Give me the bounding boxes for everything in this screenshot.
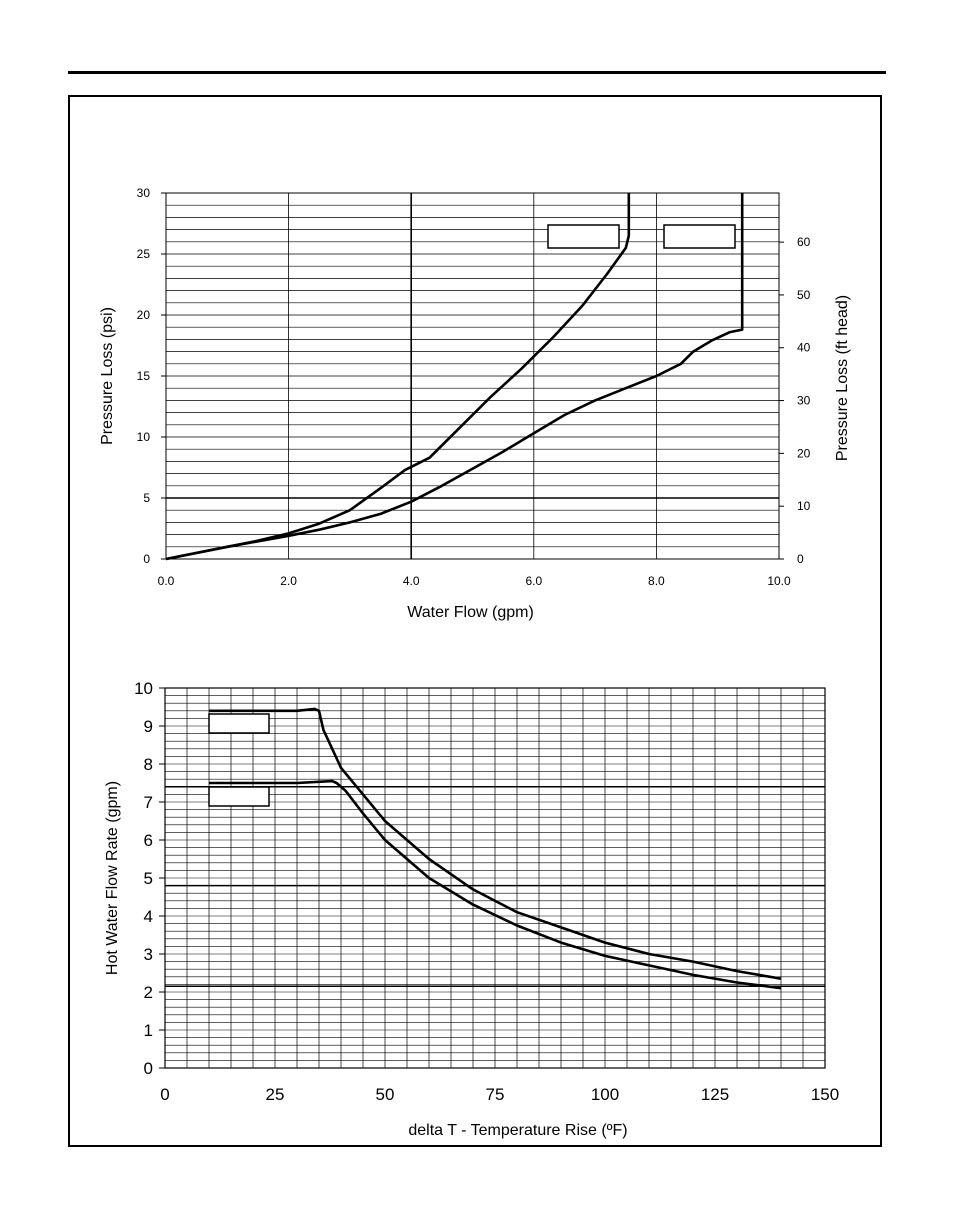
x-tick-label: 0.0 — [158, 574, 175, 588]
x-tick-label: 10.0 — [767, 574, 791, 588]
x-tick-label: 6.0 — [525, 574, 542, 588]
x-tick-label: 125 — [701, 1085, 729, 1104]
legend-box-2 — [208, 786, 270, 807]
x-tick-label: 50 — [376, 1085, 395, 1104]
x-tick-label: 25 — [266, 1085, 285, 1104]
legend-box-2 — [663, 224, 736, 249]
y-tick-label: 9 — [144, 717, 153, 736]
series-line-2 — [165, 193, 744, 561]
y-tick-label: 15 — [137, 369, 151, 383]
y-tick-label: 0 — [144, 1059, 153, 1078]
y-tick-label: 1 — [144, 1021, 153, 1040]
y2-tick-label: 30 — [797, 394, 811, 408]
y-axis-label: Pressure Loss (psi) — [99, 307, 116, 445]
y-axis-label: Hot Water Flow Rate (gpm) — [104, 781, 121, 975]
y2-tick-label: 40 — [797, 341, 811, 355]
y2-axis-label: Pressure Loss (ft head) — [834, 295, 851, 461]
y-tick-label: 3 — [144, 945, 153, 964]
y-tick-label: 5 — [144, 869, 153, 888]
x-tick-label: 2.0 — [280, 574, 297, 588]
x-tick-label: 8.0 — [648, 574, 665, 588]
top-rule — [68, 71, 886, 74]
y2-tick-label: 50 — [797, 288, 811, 302]
y-tick-label: 4 — [144, 907, 153, 926]
x-tick-label: 4.0 — [403, 574, 420, 588]
x-axis-label: delta T - Temperature Rise (ºF) — [408, 1122, 627, 1139]
y-tick-label: 30 — [137, 186, 151, 200]
series-line-1 — [209, 707, 782, 980]
y-tick-label: 5 — [143, 491, 150, 505]
pressure-loss-chart: 0 5 10 15 20 25 30 0 10 20 30 40 50 60 0.0 2.0 4.0 6.0 8.0… — [99, 186, 851, 621]
y-tick-label: 8 — [144, 755, 153, 774]
legend-box-1 — [547, 224, 620, 249]
y-tick-label: 25 — [137, 247, 151, 261]
series-line-2 — [209, 779, 782, 990]
y-tick-label: 6 — [144, 831, 153, 850]
y-tick-label: 0 — [143, 552, 150, 566]
figure-frame — [68, 95, 882, 1147]
x-axis-label: Water Flow (gpm) — [407, 604, 534, 621]
y-tick-label: 20 — [137, 308, 151, 322]
y2-tick-label: 10 — [797, 499, 811, 513]
x-tick-label: 0 — [160, 1085, 169, 1104]
y2-tick-label: 0 — [797, 552, 804, 566]
y2-tick-label: 20 — [797, 446, 811, 460]
y-tick-label: 10 — [137, 430, 151, 444]
x-tick-label: 150 — [811, 1085, 839, 1104]
y-tick-label: 2 — [144, 983, 153, 1002]
x-tick-label: 75 — [486, 1085, 505, 1104]
legend-box-1 — [208, 713, 270, 734]
y-tick-label: 7 — [144, 793, 153, 812]
y-tick-label: 10 — [134, 679, 153, 698]
y2-tick-label: 60 — [797, 235, 811, 249]
x-tick-label: 100 — [591, 1085, 619, 1104]
